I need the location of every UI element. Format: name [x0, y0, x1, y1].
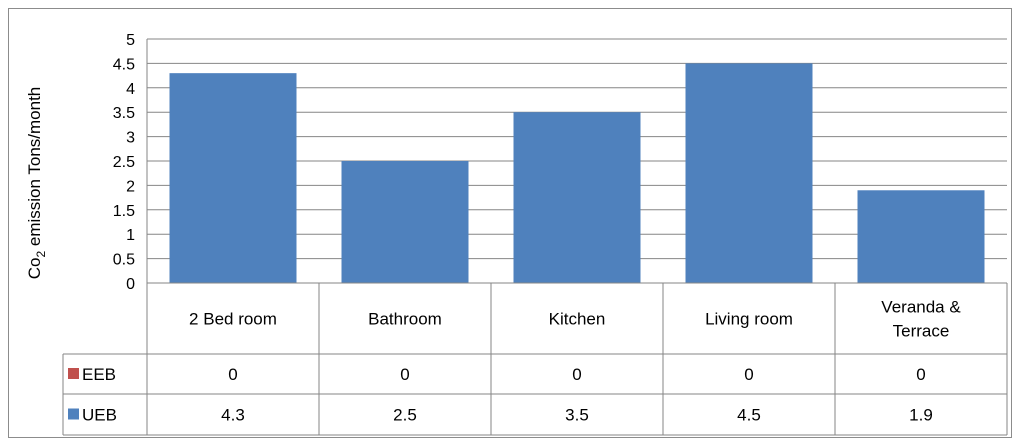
y-tick-label: 1.5: [113, 203, 135, 220]
y-tick-label: 3: [126, 130, 135, 147]
legend-key-ueb: [68, 408, 79, 420]
y-tick-label: 4: [126, 81, 135, 98]
y-tick-label: 5: [126, 32, 135, 49]
category-label: Living room: [705, 310, 793, 329]
legend-label-eeb: EEB: [82, 365, 116, 384]
y-axis-label-sub: 2: [34, 251, 48, 258]
y-tick-label: 1: [126, 227, 135, 244]
data-table-value: 4.3: [221, 406, 245, 425]
bar-ueb: [513, 112, 641, 283]
y-axis-label-main: Co: [25, 258, 44, 280]
data-table-value: 4.5: [737, 406, 761, 425]
category-label: Terrace: [893, 322, 950, 341]
category-label: 2 Bed room: [189, 310, 277, 329]
y-tick-label: 3.5: [113, 105, 135, 122]
data-table-value: 0: [916, 365, 925, 384]
y-axis-label-rest: emission Tons/month: [25, 87, 44, 251]
y-tick-label: 4.5: [113, 56, 135, 73]
bar-ueb: [169, 73, 297, 283]
data-table-value: 0: [572, 365, 581, 384]
bars: [169, 63, 985, 284]
category-label: Bathroom: [368, 310, 442, 329]
data-table-value: 1.9: [909, 406, 933, 425]
category-label: Veranda &: [881, 298, 961, 317]
y-tick-label: 0.5: [113, 252, 135, 269]
data-table-value: 0: [228, 365, 237, 384]
data-table-value: 3.5: [565, 406, 589, 425]
y-tick-label: 0: [126, 276, 135, 293]
legend-label-ueb: UEB: [82, 406, 117, 425]
legend-key-eeb: [68, 368, 79, 379]
y-tick-label: 2: [126, 178, 135, 195]
bar-ueb: [341, 161, 469, 283]
axes: 0 0.5 1 1.5 2 2.5 3 3.5 4 4.5 5: [113, 32, 148, 293]
y-axis-label: Co2 emission Tons/month: [25, 87, 48, 280]
y-tick-label: 2.5: [113, 154, 135, 171]
bar-ueb: [857, 190, 985, 283]
data-table: 2 Bed room Bathroom Kitchen Living room Vera…: [62, 282, 1008, 436]
data-table-value: 2.5: [393, 406, 417, 425]
data-table-value: 0: [400, 365, 409, 384]
category-label: Kitchen: [549, 310, 606, 329]
bar-ueb: [685, 63, 813, 284]
data-table-value: 0: [744, 365, 753, 384]
